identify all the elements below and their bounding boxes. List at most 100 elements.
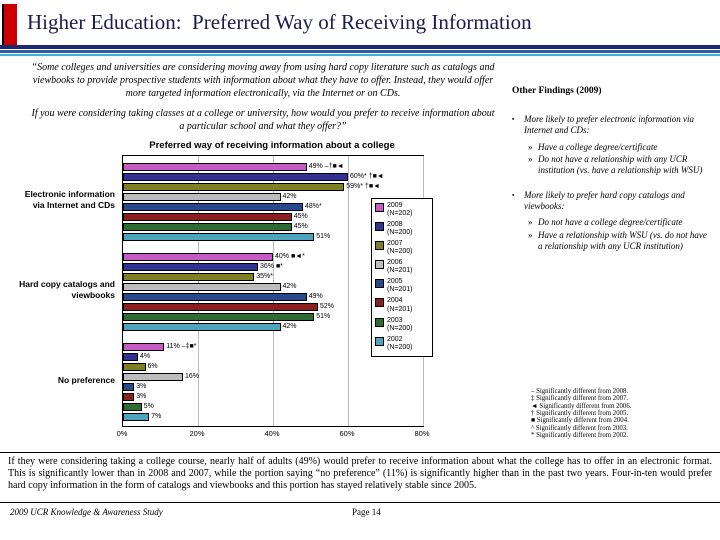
legend-label: 2009 (N=202) xyxy=(387,202,413,218)
finding-sub-bullet: » Do not have a relationship with any UCR… xyxy=(528,154,710,176)
bar-value-label: 16% xyxy=(185,373,200,380)
bullet-icon: ▪ xyxy=(512,191,515,199)
finding-sub-text: Do not have a relationship with any UCR … xyxy=(538,154,703,176)
bar-row: 51% xyxy=(123,233,423,241)
bar-value-label: 11% –‡■* xyxy=(166,343,197,350)
legend-swatch xyxy=(375,241,384,251)
finding-sub-bullet: » Have a college degree/certificate xyxy=(528,142,710,153)
legend-label: 2002 (N=200) xyxy=(387,335,413,351)
bar-row: 60%* †■◄ xyxy=(123,173,423,181)
bar-row: 40% ■◄* xyxy=(123,253,423,261)
finding-bullet: ▪ More likely to prefer hard copy catalog… xyxy=(512,190,710,213)
bar-row: 49% xyxy=(123,293,423,301)
finding-sub-bullet: » Do not have a college degree/certificat… xyxy=(528,217,710,228)
bar-row: 48%* xyxy=(123,203,423,211)
bar-row: 3% xyxy=(123,383,423,391)
legend-entry: 2005 (N=201) xyxy=(375,278,429,294)
bar-row: 49% –†■◄ xyxy=(123,163,423,171)
bar-2002 xyxy=(123,233,315,241)
bar-2008 xyxy=(123,263,258,271)
bar-2009 xyxy=(123,253,273,261)
legend-label: 2003 (N=200) xyxy=(387,316,413,332)
bar-value-label: 60%* †■◄ xyxy=(350,173,384,180)
bar-row: 45% xyxy=(123,213,423,221)
legend-swatch xyxy=(375,298,384,308)
bar-value-label: 59%* †■◄ xyxy=(346,183,380,190)
bar-row: 52% xyxy=(123,303,423,311)
bar-value-label: 45% xyxy=(293,223,308,230)
chart-body: Electronic information via Internet and … xyxy=(14,155,454,427)
chart: Preferred way of receiving information a… xyxy=(14,140,454,439)
bar-row: 4% xyxy=(123,353,423,361)
bar-row: 51% xyxy=(123,313,423,321)
page-title: Higher Education: Preferred Way of Recei… xyxy=(27,10,532,34)
bar-2008 xyxy=(123,173,348,181)
legend-swatch xyxy=(375,222,384,232)
survey-question: If you were considering taking classes a… xyxy=(31,108,495,132)
bar-2004 xyxy=(123,393,135,401)
bar-row: 42% xyxy=(123,193,423,201)
footnote: * Significantly different from 2002. xyxy=(531,431,629,439)
legend-entry: 2007 (N=200) xyxy=(375,240,429,256)
bar-2004 xyxy=(123,213,292,221)
x-axis-tick: 20% xyxy=(189,429,205,438)
sub-bullet-icon: » xyxy=(528,217,533,228)
sub-bullet-icon: » xyxy=(528,154,533,165)
bar-2003 xyxy=(123,223,292,231)
gridline xyxy=(273,156,274,426)
finding-text: More likely to prefer electronic informa… xyxy=(524,114,694,136)
header-stripes xyxy=(0,45,720,56)
bar-value-label: 7% xyxy=(151,413,162,420)
bar-2007 xyxy=(123,363,146,371)
bar-value-label: 3% xyxy=(136,383,147,390)
legend-swatch xyxy=(375,203,384,212)
bar-value-label: 40% ■◄* xyxy=(275,253,305,260)
bar-row: 6% xyxy=(123,363,423,371)
bar-value-label: 49% xyxy=(308,293,323,300)
legend-entry: 2009 (N=202) xyxy=(375,202,429,218)
legend-entry: 2004 (N=201) xyxy=(375,297,429,313)
chart-plot: 2009 (N=202) 2008 (N=200) 2007 (N=200) 2006… xyxy=(122,155,433,427)
bar-row: 5% xyxy=(123,403,423,411)
finding-sub-text: Have a relationship with WSU (vs. do not… xyxy=(538,230,707,251)
significance-footnotes: – Significantly different from 2008. ‡ Si… xyxy=(531,388,713,439)
legend-label: 2004 (N=201) xyxy=(387,297,413,313)
finding-text: More likely to prefer hard copy catalogs… xyxy=(524,189,685,212)
other-findings-heading: Other Findings (2009) xyxy=(512,86,602,96)
gridline xyxy=(198,156,199,426)
bar-value-label: 6% xyxy=(147,363,158,370)
footnote: ■ Significantly different from 2004. xyxy=(531,417,629,425)
bar-value-label: 36% ■* xyxy=(260,263,283,270)
bar-row: 11% –‡■* xyxy=(123,343,423,351)
category-label: No preference xyxy=(57,374,115,385)
x-axis-tick: 60% xyxy=(339,429,355,438)
legend-swatch xyxy=(375,279,384,289)
bar-2005 xyxy=(123,293,307,301)
finding-sub-text: Do not have a college degree/certificate xyxy=(538,217,683,228)
bar-row: 7% xyxy=(123,413,423,421)
x-axis-tick: 80% xyxy=(414,429,430,438)
bar-value-label: 3% xyxy=(136,393,147,400)
bar-value-label: 45% xyxy=(293,213,308,220)
summary-text: If they were considering taking a colleg… xyxy=(8,456,712,492)
bar-2009 xyxy=(123,163,307,171)
footnote: † Significantly different from 2005. xyxy=(531,409,629,417)
legend-label: 2006 (N=201) xyxy=(387,259,413,275)
bar-value-label: 42% xyxy=(282,193,297,200)
bar-2004 xyxy=(123,303,318,311)
legend-label: 2005 (N=201) xyxy=(387,278,413,294)
bar-group: 11% –‡■* 4% 6% 16% 3% 3% 5% 7% xyxy=(123,336,423,426)
category-label: Electronic information via Internet and … xyxy=(24,189,115,210)
footnote: ‡ Significantly different from 2007. xyxy=(531,395,629,403)
bar-value-label: 5% xyxy=(143,403,154,410)
legend-entry: 2002 (N=200) xyxy=(375,336,429,352)
legend-entry: 2008 (N=200) xyxy=(375,221,429,237)
finding-bullet: ▪ More likely to prefer electronic inform… xyxy=(512,114,710,137)
bar-row: 59%* †■◄ xyxy=(123,183,423,191)
bar-2005 xyxy=(123,203,303,211)
stripe-teal xyxy=(0,54,720,56)
legend-entry: 2003 (N=200) xyxy=(375,317,429,333)
findings-list: ▪ More likely to prefer electronic inform… xyxy=(512,114,710,252)
finding-sub-text: Have a college degree/certificate xyxy=(538,141,658,152)
